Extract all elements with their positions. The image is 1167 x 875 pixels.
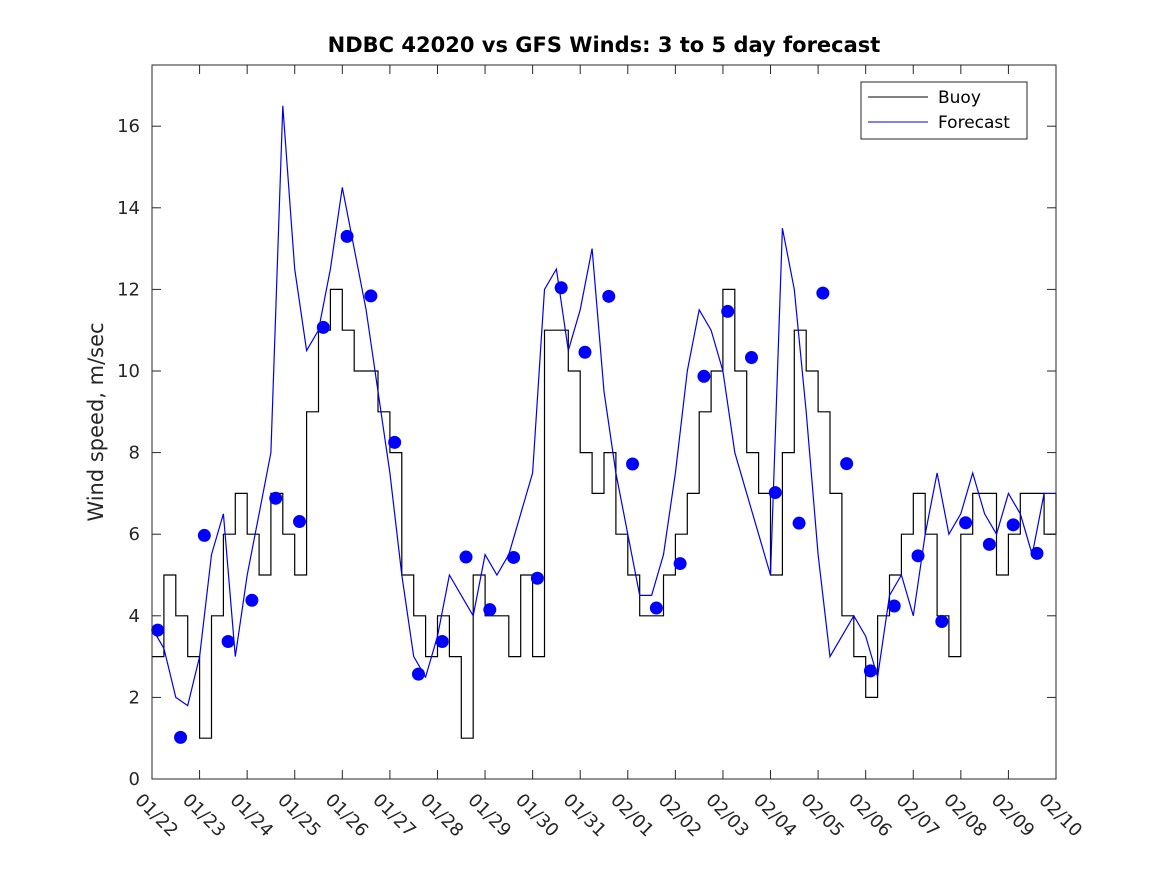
forecast-marker: [982, 537, 996, 551]
legend-label-buoy: Buoy: [938, 88, 981, 108]
forecast-marker: [507, 550, 521, 564]
plot-frame: [151, 64, 1057, 780]
forecast-marker: [744, 351, 758, 365]
forecast-marker: [292, 515, 306, 529]
forecast-marker: [1030, 546, 1044, 560]
forecast-marker: [245, 593, 259, 607]
forecast-marker: [197, 528, 211, 542]
forecast-marker: [626, 457, 640, 471]
forecast-marker: [151, 623, 165, 637]
legend-box: [860, 81, 1028, 140]
chart-title: NDBC 42020 vs GFS Winds: 3 to 5 day fore…: [328, 33, 881, 57]
forecast-marker: [340, 229, 354, 243]
forecast-marker: [1006, 518, 1020, 532]
legend: Buoy Forecast: [860, 81, 1028, 140]
forecast-marker: [792, 516, 806, 530]
y-ticks-group: 0 2 4 6 8 10 12 14 16: [117, 116, 1056, 790]
forecast-marker: [316, 320, 330, 334]
forecast-marker: [887, 599, 901, 613]
forecast-marker: [935, 615, 949, 629]
y-tick-label: 16: [117, 116, 140, 137]
forecast-marker: [959, 516, 973, 530]
y-tick-label: 10: [117, 361, 140, 382]
forecast-marker: [388, 435, 402, 449]
forecast-marker: [364, 289, 378, 303]
series-line-buoy: [152, 288, 1057, 739]
forecast-marker: [649, 601, 663, 615]
forecast-marker: [459, 550, 473, 564]
forecast-marker: [911, 549, 925, 563]
plot-area: [152, 65, 1056, 779]
forecast-marker: [840, 457, 854, 471]
legend-label-forecast: Forecast: [938, 113, 1010, 133]
forecast-marker: [554, 281, 568, 295]
forecast-marker: [411, 667, 425, 681]
forecast-marker: [602, 289, 616, 303]
series-line-forecast: [151, 105, 1056, 707]
forecast-marker: [435, 635, 449, 649]
series-group: [151, 105, 1057, 739]
forecast-marker: [697, 369, 711, 383]
forecast-marker: [816, 286, 830, 300]
y-tick-label: 6: [129, 524, 140, 545]
y-tick-label: 4: [129, 606, 140, 627]
forecast-marker: [221, 635, 235, 649]
y-tick-label: 8: [129, 443, 140, 464]
forecast-marker: [768, 486, 782, 500]
forecast-marker: [578, 345, 592, 359]
forecast-marker: [174, 730, 188, 744]
forecast-marker: [269, 491, 283, 505]
y-tick-label: 14: [117, 198, 140, 219]
y-tick-label: 0: [129, 769, 140, 790]
forecast-marker: [673, 557, 687, 571]
markers-group: [151, 229, 1044, 744]
y-tick-label: 12: [117, 279, 140, 300]
y-axis-label: Wind speed, m/sec: [84, 322, 108, 521]
forecast-marker: [530, 571, 544, 585]
forecast-marker: [721, 304, 735, 318]
forecast-marker: [483, 603, 497, 617]
y-tick-label: 2: [129, 687, 140, 708]
forecast-marker: [863, 664, 877, 678]
